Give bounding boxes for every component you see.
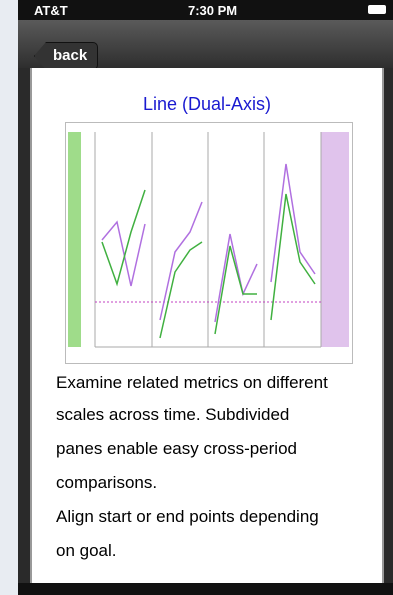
description-line: on goal. — [56, 541, 117, 561]
content: Line (Dual-Axis) Examine related metrics… — [30, 68, 384, 583]
description-line: Align start or end points depending — [56, 507, 319, 527]
clock: 7:30 PM — [188, 3, 237, 18]
description-line: panes enable easy cross-period — [56, 439, 297, 459]
battery — [368, 5, 386, 14]
background-page — [0, 0, 18, 595]
screen: AT&T 7:30 PM back Line (Dual-Axis) Exami… — [0, 0, 393, 595]
bottom-bar — [18, 583, 393, 595]
description-line: comparisons. — [56, 473, 157, 493]
description-line: scales across time. Subdivided — [56, 405, 289, 425]
status-bar: AT&T 7:30 PM — [18, 0, 393, 20]
chart-thumbnail — [65, 122, 353, 364]
carrier: AT&T — [34, 3, 68, 18]
description-line: Examine related metrics on different — [56, 373, 328, 393]
chart-title: Line (Dual-Axis) — [32, 94, 382, 115]
nav-bar: back — [18, 20, 393, 68]
back-button[interactable]: back — [34, 42, 98, 70]
